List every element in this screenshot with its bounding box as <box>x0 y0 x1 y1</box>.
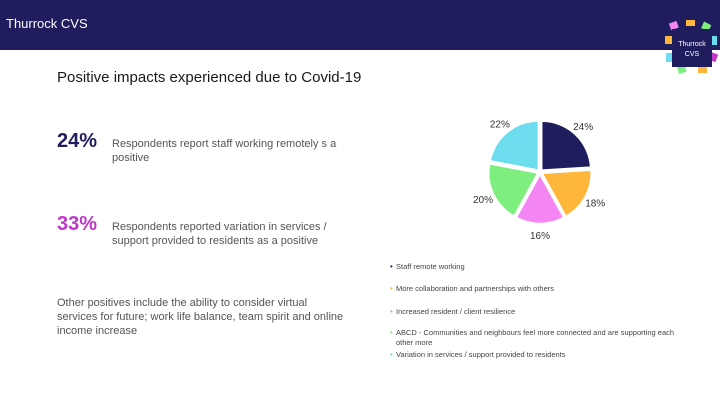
legend-label: Staff remote working <box>396 262 465 271</box>
other-positives-text: Other positives include the ability to c… <box>57 297 344 337</box>
legend-bullet-icon: • <box>390 284 393 293</box>
legend-item: • Staff remote working <box>390 262 690 272</box>
legend-bullet-icon: • <box>390 307 393 316</box>
page-title: Positive impacts experienced due to Covi… <box>57 69 362 86</box>
logo-badge <box>672 29 712 67</box>
pie-slice <box>540 120 592 171</box>
pie-slice <box>515 172 565 225</box>
pie-slices <box>488 120 592 225</box>
pie-data-label: 20% <box>473 195 493 206</box>
pie-labels: 24% 18% 16% 20% 22% <box>473 119 605 242</box>
stat-value-remote: 24% <box>57 130 98 152</box>
stat-text-remote: Respondents report staff working remotel… <box>112 138 337 164</box>
stat-value-variation: 33% <box>57 213 98 235</box>
thurrock-cvs-logo: Thurrock CVS <box>665 20 719 74</box>
legend-label: ABCD - Communities and neighbours feel m… <box>396 328 675 347</box>
pie-slice <box>488 163 539 218</box>
logo-text-line1: Thurrock <box>678 41 706 48</box>
legend-label: Increased resident / client resilience <box>396 307 516 316</box>
legend-bullet-icon: • <box>390 328 393 337</box>
impacts-pie-chart: 24% 18% 16% 20% 22% <box>473 119 605 242</box>
pie-data-label: 18% <box>585 198 605 209</box>
legend-bullet-icon: • <box>390 350 393 359</box>
legend-item: • More collaboration and partnerships wit… <box>390 284 690 294</box>
pie-data-label: 22% <box>490 119 510 130</box>
header-bar: Thurrock CVS <box>0 0 720 50</box>
legend-bullet-icon: • <box>390 262 393 271</box>
pie-slice <box>489 120 540 171</box>
pie-data-label: 16% <box>530 231 550 242</box>
logo-text-line2: CVS <box>685 51 700 58</box>
legend-item: • Variation in services / support provide… <box>390 350 690 360</box>
legend-item: • ABCD - Communities and neighbours feel … <box>390 328 690 348</box>
header-title: Thurrock CVS <box>6 16 88 31</box>
pie-data-label: 24% <box>573 122 593 133</box>
legend-item: • Increased resident / client resilience <box>390 307 690 317</box>
pie-slice <box>540 169 592 218</box>
stat-text-variation: Respondents reported variation in servic… <box>112 221 327 247</box>
legend-label: More collaboration and partnerships with… <box>396 284 555 293</box>
legend-label: Variation in services / support provided… <box>396 350 566 359</box>
